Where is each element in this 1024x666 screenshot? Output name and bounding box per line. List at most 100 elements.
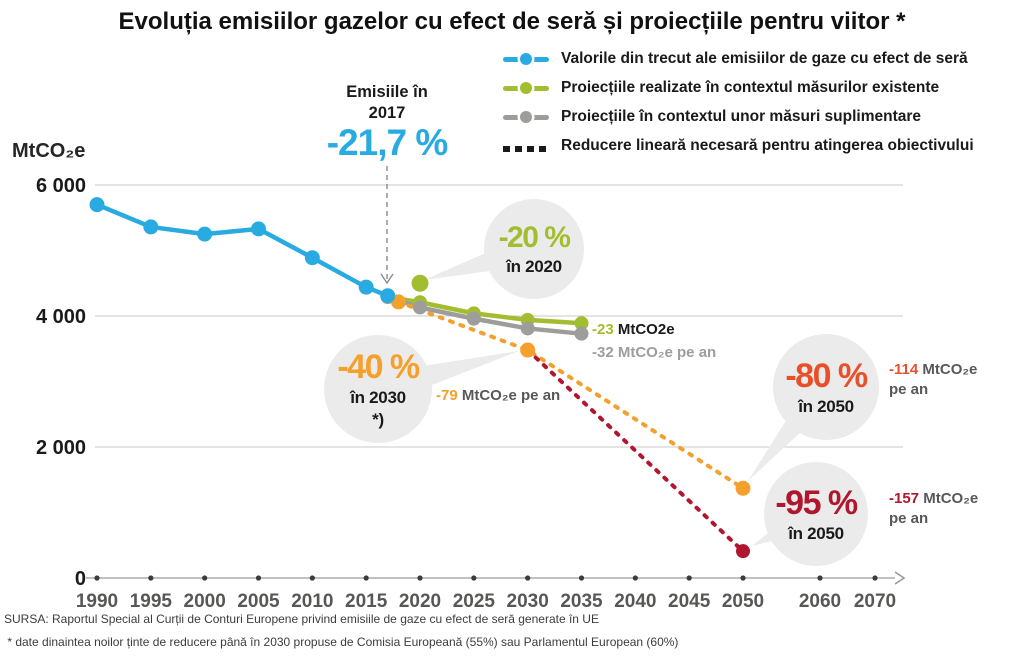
rate-unit-line2: pe an (889, 510, 929, 527)
x-tick-dot (525, 575, 531, 581)
legend-dot (520, 111, 532, 123)
data-point (574, 316, 589, 331)
legend-item-label: Valorile din trecut ale emisiilor de gaz… (561, 50, 968, 67)
x-tick-dot (255, 575, 262, 581)
x-tick-label: 2025 (453, 591, 496, 612)
rate-unit: MtCO₂e pe an (457, 387, 561, 404)
rate-value: -114 (889, 361, 919, 378)
series-line (96, 202, 389, 298)
legend-square (527, 145, 534, 153)
x-tick-dot (94, 575, 100, 581)
rate-unit: MtCO2e (613, 321, 675, 338)
data-point (89, 197, 105, 213)
annotation-2017-value: -21,7 % (326, 122, 449, 163)
asterisk-note: * date dinaintea noilor ținte de reducer… (4, 635, 679, 649)
rate-value: -32 (592, 344, 614, 361)
data-point (735, 480, 751, 496)
x-tick-label: 2010 (291, 591, 333, 612)
callout-circle (764, 462, 868, 566)
x-tick-dot (363, 575, 369, 581)
series-line (396, 299, 745, 491)
rate-unit: MtCO₂e (919, 490, 979, 507)
x-tick-dot (740, 575, 746, 581)
callout-year: în 2020 (506, 257, 562, 276)
annotation-2017: Emisiile în 2017 (322, 82, 452, 124)
data-point (574, 326, 589, 341)
line-dot-swatch-icon (503, 53, 549, 66)
dashed-line-swatch-icon (503, 140, 549, 153)
annotation-arrowhead-icon (380, 273, 394, 285)
rate-label: -79 MtCO₂e pe an (436, 386, 560, 406)
x-tick-label: 2040 (614, 591, 656, 612)
legend-dot (520, 53, 532, 65)
x-tick-label: 2070 (854, 591, 896, 612)
callout-circle (484, 199, 584, 299)
legend: Valorile din trecut ale emisiilor de gaz… (503, 48, 974, 164)
x-tick-dot (309, 575, 315, 581)
legend-square (503, 145, 510, 153)
source-note: SURSA: Raportul Special al Curții de Con… (4, 612, 599, 626)
x-tick-dot (872, 575, 878, 581)
legend-item: Proiecțiile în contextul unor măsuri sup… (503, 106, 974, 128)
rate-unit: MtCO₂e (918, 361, 978, 378)
callout-asterisk: *) (372, 410, 384, 429)
callout-circle (773, 334, 879, 440)
legend-square (539, 145, 546, 153)
legend-item: Proiecțiile realizate în contextul măsur… (503, 77, 974, 99)
x-tick-label: 2020 (399, 591, 441, 612)
x-tick-dot (578, 575, 585, 581)
x-tick-dot (632, 575, 638, 581)
callout-circle (324, 335, 432, 443)
callout-percentage: -40 % (337, 348, 420, 386)
legend-dot (520, 82, 532, 94)
callout-percentage: -95 % (775, 484, 858, 522)
x-tick-dot (686, 575, 692, 581)
x-tick-label: 1995 (130, 591, 173, 612)
callout-bubble-label: -95 % în 2050 (775, 484, 858, 543)
x-tick-dot (417, 575, 423, 581)
legend-squares (503, 140, 549, 156)
x-tick-dot (202, 575, 208, 581)
data-point (520, 321, 535, 336)
legend-square (515, 145, 522, 153)
x-tick-dot (471, 575, 477, 581)
y-tick-label: 6 000 (36, 175, 86, 197)
line-dot-swatch-icon (503, 111, 549, 124)
y-axis-title: MtCO₂e (12, 140, 86, 162)
callout-bubble-label: -40 % în 2030 *) (337, 348, 420, 429)
x-tick-label: 2000 (184, 591, 226, 612)
legend-item: Valorile din trecut ale emisiilor de gaz… (503, 48, 974, 70)
legend-item-label: Proiecțiile realizate în contextul măsur… (561, 79, 940, 96)
data-point (143, 219, 159, 235)
callout-year: în 2050 (788, 524, 844, 543)
callout-bubble-label: -20 % în 2020 (498, 221, 571, 276)
data-point (251, 221, 266, 237)
data-point (197, 226, 213, 242)
y-tick-label: 4 000 (36, 306, 86, 328)
rate-value: -79 (436, 387, 458, 404)
x-tick-label: 2005 (237, 591, 280, 612)
rate-label: -114 MtCO₂e pe an (889, 360, 977, 400)
x-tick-label: 2060 (799, 591, 841, 612)
data-point (413, 300, 427, 315)
x-tick-label: 2050 (722, 591, 764, 612)
rate-unit-line2: pe an (889, 381, 929, 398)
callout-bubble-label: -80 % în 2050 (785, 357, 868, 416)
callout-year: în 2030 (350, 388, 406, 407)
legend-item-label: Proiecțiile în contextul unor măsuri sup… (561, 108, 922, 125)
x-tick-dot (817, 575, 823, 581)
rate-value: -157 (889, 490, 920, 507)
callout-percentage: -80 % (785, 357, 868, 395)
x-tick-label: 2035 (560, 591, 603, 612)
rate-unit: MtCO₂e pe an (613, 344, 717, 361)
data-point (736, 544, 750, 559)
x-tick-label: 2045 (668, 591, 711, 612)
data-point (466, 311, 481, 326)
callout-percentage: -20 % (498, 221, 571, 254)
data-point (380, 288, 396, 304)
rate-label: -23 MtCO2e (592, 320, 675, 340)
x-axis-arrow-icon (894, 571, 906, 585)
callout-year: în 2050 (798, 397, 854, 416)
